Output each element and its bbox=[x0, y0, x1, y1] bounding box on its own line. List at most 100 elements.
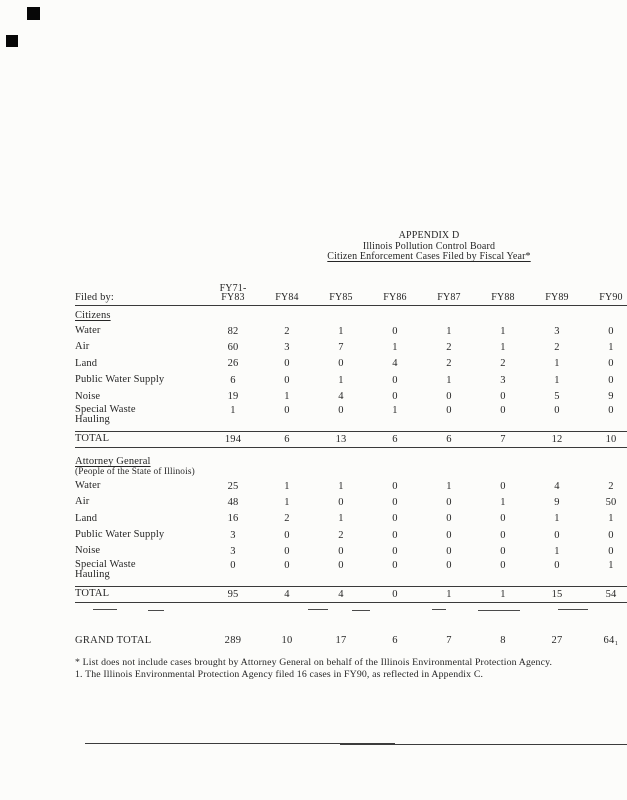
cell-value: 2 bbox=[284, 513, 290, 525]
cell-value: 2 bbox=[500, 358, 506, 370]
cell-value: 3 bbox=[500, 374, 506, 386]
section-subtitle: (People of the State of Illinois) bbox=[75, 466, 195, 477]
table-row: Land 16 2 1 0 0 0 1 1 bbox=[75, 511, 627, 527]
cell-value: 2 bbox=[554, 342, 560, 354]
cell-value: 1 bbox=[392, 342, 398, 354]
total-value: 0 bbox=[392, 588, 398, 600]
cell-value: 0 bbox=[338, 546, 344, 558]
scan-dash-artifact bbox=[93, 609, 117, 610]
cell-value: 1 bbox=[554, 513, 560, 525]
row-label: Special Waste Hauling bbox=[75, 558, 136, 581]
total-value: 6 bbox=[446, 433, 452, 445]
cell-value: 0 bbox=[392, 391, 398, 403]
total-value: 10 bbox=[605, 433, 617, 445]
grand-total-value: 6 bbox=[392, 635, 398, 647]
total-value: 54 bbox=[605, 588, 617, 600]
cell-value: 0 bbox=[500, 529, 506, 541]
column-header-line: FY90 bbox=[599, 292, 623, 304]
table-row: Water 82 2 1 0 1 1 3 0 bbox=[75, 323, 627, 339]
scan-dash-artifact bbox=[352, 610, 370, 611]
column-header: FY85 bbox=[314, 293, 368, 303]
cell-value: 1 bbox=[608, 559, 614, 571]
total-value: 13 bbox=[335, 433, 347, 445]
row-label: Public Water Supply bbox=[75, 374, 165, 386]
cell-value: 0 bbox=[608, 374, 614, 386]
cell-value: 1 bbox=[554, 374, 560, 386]
row-label: Noise bbox=[75, 545, 101, 557]
cell-value: 1 bbox=[500, 342, 506, 354]
total-value: 95 bbox=[227, 588, 239, 600]
cell-value: 6 bbox=[230, 374, 236, 386]
cell-value: 1 bbox=[338, 480, 344, 492]
cell-value: 1 bbox=[338, 374, 344, 386]
cell-value: 5 bbox=[554, 391, 560, 403]
cell-value: 1 bbox=[446, 374, 452, 386]
total-value: 4 bbox=[338, 588, 344, 600]
cell-value: 1 bbox=[230, 404, 236, 416]
footnote-1: 1. The Illinois Environmental Protection… bbox=[75, 669, 484, 680]
cell-value: 3 bbox=[230, 529, 236, 541]
section-title: Attorney General bbox=[75, 455, 151, 467]
cell-value: 0 bbox=[500, 513, 506, 525]
cell-value: 0 bbox=[284, 404, 290, 416]
cell-value: 1 bbox=[392, 404, 398, 416]
grand-total-row: GRAND TOTAL 289 10 17 6 7 8 27 64₁ bbox=[75, 633, 627, 649]
cell-value: 0 bbox=[338, 559, 344, 571]
table-row: Noise 3 0 0 0 0 0 1 0 bbox=[75, 544, 627, 560]
cell-value: 0 bbox=[608, 404, 614, 416]
total-value: 6 bbox=[284, 433, 290, 445]
table-row: Water 25 1 1 0 1 0 4 2 bbox=[75, 478, 627, 494]
cell-value: 0 bbox=[500, 480, 506, 492]
cell-value: 1 bbox=[446, 480, 452, 492]
cell-value: 1 bbox=[554, 546, 560, 558]
cases-table: Filed by: FY71- FY83 FY84 FY85 FY86 FY87 FY88 FY… bbox=[75, 278, 627, 649]
cell-value: 7 bbox=[338, 342, 344, 354]
row-label: Noise bbox=[75, 390, 101, 402]
cell-value: 0 bbox=[392, 546, 398, 558]
cell-value: 0 bbox=[338, 404, 344, 416]
footnote-asterisk: * List does not include cases brought by… bbox=[75, 657, 553, 668]
cell-value: 0 bbox=[608, 529, 614, 541]
scan-artifact bbox=[27, 7, 40, 20]
cell-value: 2 bbox=[284, 325, 290, 337]
row-label: Water bbox=[75, 479, 101, 491]
cell-value: 1 bbox=[284, 391, 290, 403]
table-row: Special Waste Hauling 0 0 0 0 0 0 0 1 bbox=[75, 558, 627, 586]
cell-value: 3 bbox=[284, 342, 290, 354]
column-header-line: FY87 bbox=[437, 292, 461, 304]
total-value: 4 bbox=[284, 588, 290, 600]
scan-dash-artifact bbox=[478, 610, 520, 611]
cell-value: 26 bbox=[227, 358, 239, 370]
grand-total-label: GRAND TOTAL bbox=[75, 634, 152, 646]
cell-value: 82 bbox=[227, 325, 239, 337]
cell-value: 1 bbox=[338, 325, 344, 337]
column-header: FY86 bbox=[368, 293, 422, 303]
cell-value: 48 bbox=[227, 497, 239, 509]
row-label: Water bbox=[75, 324, 101, 336]
cell-value: 9 bbox=[608, 391, 614, 403]
cell-value: 16 bbox=[227, 513, 239, 525]
grand-total-value: 17 bbox=[335, 635, 347, 647]
cell-value: 0 bbox=[392, 497, 398, 509]
cell-value: 50 bbox=[605, 497, 617, 509]
cell-value: 1 bbox=[338, 513, 344, 525]
cell-value: 0 bbox=[392, 480, 398, 492]
cell-value: 0 bbox=[554, 529, 560, 541]
scan-dash-artifact bbox=[558, 609, 588, 610]
column-header-line: FY88 bbox=[491, 292, 515, 304]
section-heading: Attorney General (People of the State of … bbox=[75, 454, 627, 478]
cell-value: 9 bbox=[554, 497, 560, 509]
scan-dash-artifact bbox=[432, 609, 446, 610]
cell-value: 1 bbox=[608, 513, 614, 525]
cell-value: 0 bbox=[392, 529, 398, 541]
cell-value: 2 bbox=[608, 480, 614, 492]
table-row: Air 48 1 0 0 0 1 9 50 bbox=[75, 494, 627, 510]
total-row: TOTAL 194 6 13 6 6 7 12 10 bbox=[75, 430, 627, 448]
cell-value: 1 bbox=[446, 325, 452, 337]
cell-value: 1 bbox=[500, 497, 506, 509]
cell-value: 4 bbox=[392, 358, 398, 370]
cell-value: 0 bbox=[284, 546, 290, 558]
cell-value: 0 bbox=[500, 404, 506, 416]
cell-value: 4 bbox=[338, 391, 344, 403]
